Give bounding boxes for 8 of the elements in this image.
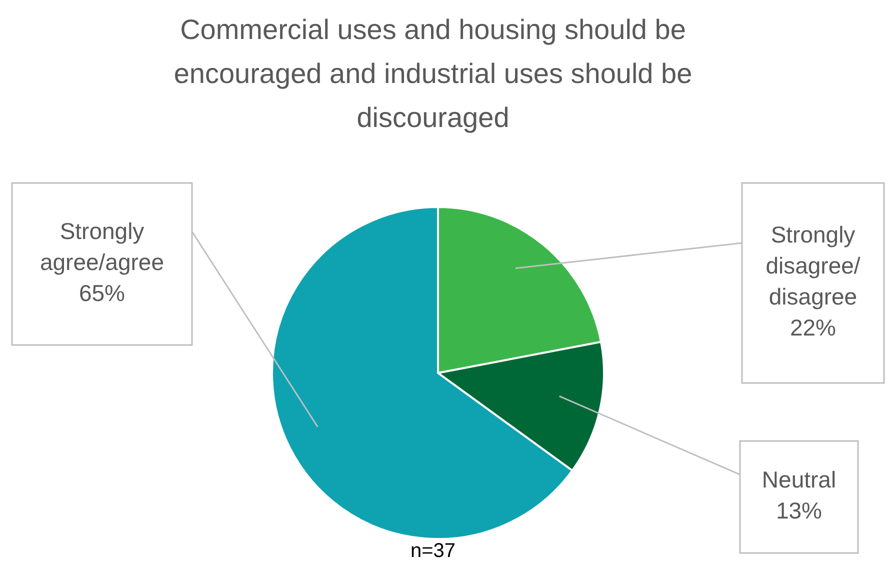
slice-label: Strongly disagree/disagree bbox=[766, 222, 861, 310]
data-label: 65% bbox=[78, 280, 126, 306]
text: n=37 bbox=[409, 540, 457, 563]
slice-label: Strongly agree/agree bbox=[40, 218, 164, 276]
data-label: 13% bbox=[776, 498, 822, 524]
data-label: 22% bbox=[790, 314, 836, 341]
chart-title: Commercial uses and housing should be encouraged and industrial uses should be discouraged bbox=[172, 13, 694, 135]
slice-label: Neutral bbox=[762, 466, 836, 493]
